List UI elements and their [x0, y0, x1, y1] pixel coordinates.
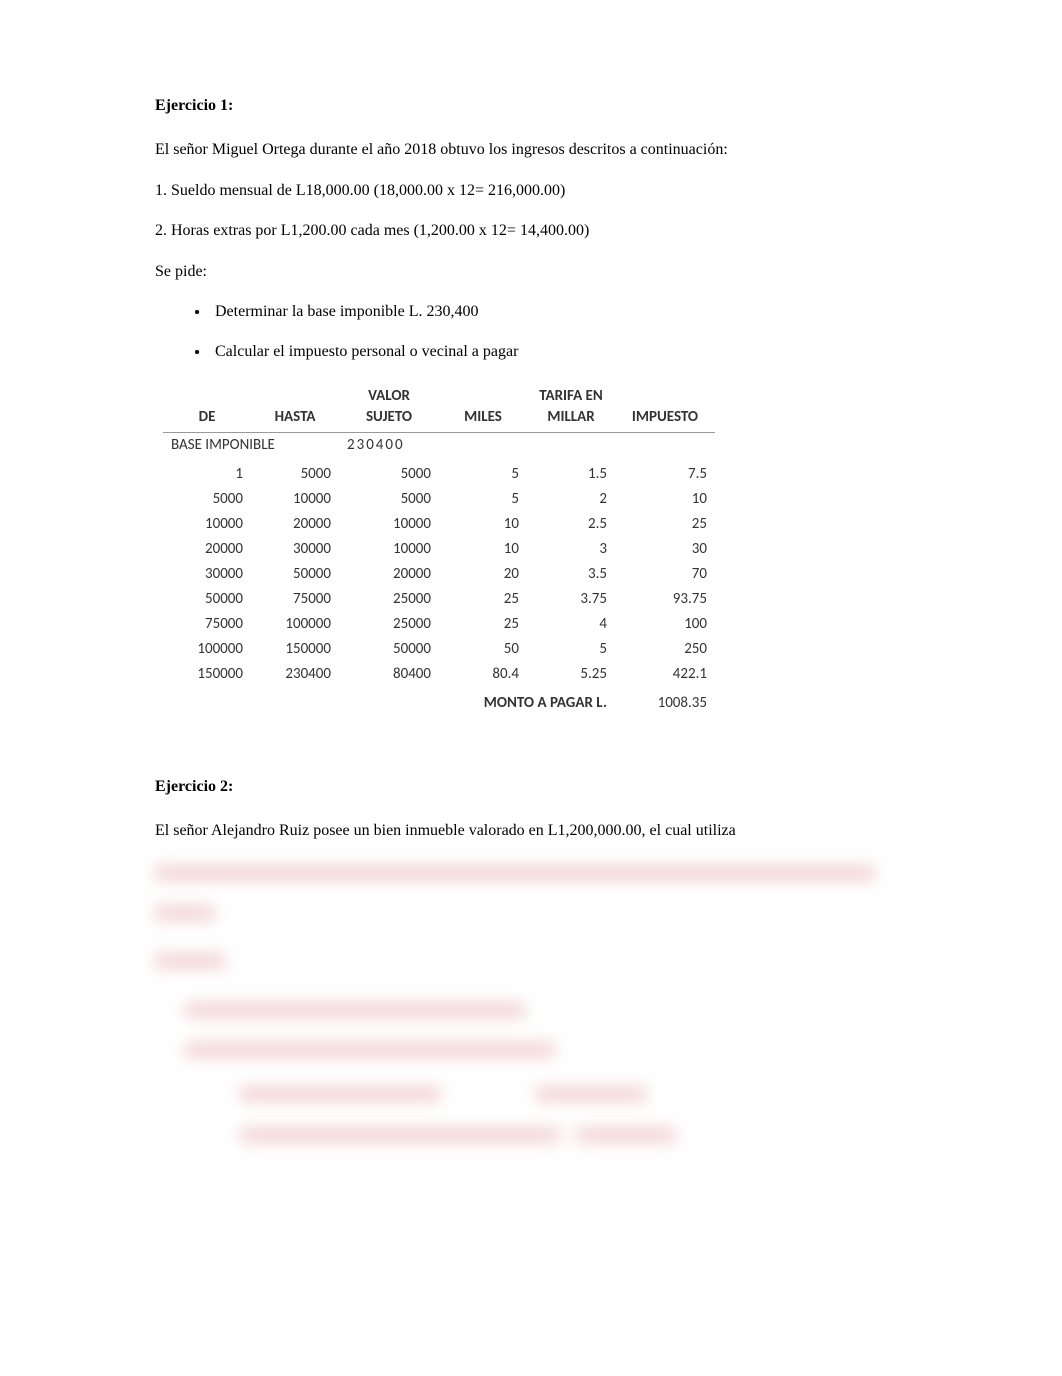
- table-cell: 30: [615, 537, 715, 562]
- table-cell: 25: [439, 587, 527, 612]
- col-de: DE: [163, 382, 251, 433]
- tax-table: BASE IMPONIBLE 230400 DE HASTA VALOR SUJ…: [163, 382, 715, 716]
- table-cell: 7.5: [615, 462, 715, 487]
- base-imponible-label: BASE IMPONIBLE: [163, 432, 339, 462]
- table-cell: 3.75: [527, 587, 615, 612]
- exercise2-intro: El señor Alejandro Ruiz posee un bien in…: [155, 820, 952, 842]
- table-cell: 1.5: [527, 462, 615, 487]
- table-cell: 70: [615, 562, 715, 587]
- table-cell: 10: [439, 537, 527, 562]
- exercise1-title: Ejercicio 1:: [155, 95, 952, 117]
- total-label: MONTO A PAGAR L.: [439, 687, 615, 716]
- exercise1-bullet1: Determinar la base imponible L. 230,400: [210, 301, 952, 323]
- table-cell: 5: [439, 462, 527, 487]
- base-imponible-value: 230400: [339, 432, 439, 462]
- table-cell: 3.5: [527, 562, 615, 587]
- table-cell: 10000: [339, 512, 439, 537]
- table-row: 100002000010000102.525: [163, 512, 715, 537]
- table-cell: 5000: [339, 462, 439, 487]
- table-cell: 230400: [251, 662, 339, 687]
- table-cell: 50000: [163, 587, 251, 612]
- table-cell: 5: [527, 637, 615, 662]
- table-cell: 25000: [339, 587, 439, 612]
- table-cell: 100000: [251, 612, 339, 637]
- table-cell: 80400: [339, 662, 439, 687]
- table-cell: 10: [439, 512, 527, 537]
- table-cell: 5: [439, 487, 527, 512]
- table-cell: 25: [439, 612, 527, 637]
- table-cell: 10000: [339, 537, 439, 562]
- table-cell: 150000: [163, 662, 251, 687]
- col-impuesto: IMPUESTO: [615, 382, 715, 433]
- table-cell: 5000: [163, 487, 251, 512]
- table-cell: 50000: [339, 637, 439, 662]
- table-cell: 5.25: [527, 662, 615, 687]
- exercise1-sepide: Se pide:: [155, 261, 952, 283]
- table-cell: 25000: [339, 612, 439, 637]
- table-cell: 20: [439, 562, 527, 587]
- table-cell: 2.5: [527, 512, 615, 537]
- table-row: 7500010000025000254100: [163, 612, 715, 637]
- table-cell: 100000: [163, 637, 251, 662]
- table-cell: 25: [615, 512, 715, 537]
- table-cell: 10000: [251, 487, 339, 512]
- table-cell: 150000: [251, 637, 339, 662]
- table-cell: 50000: [251, 562, 339, 587]
- table-row: 10000015000050000505250: [163, 637, 715, 662]
- table-cell: 3: [527, 537, 615, 562]
- table-row: 1500002304008040080.45.25422.1: [163, 662, 715, 687]
- col-valor: VALOR SUJETO: [339, 382, 439, 433]
- table-cell: 30000: [163, 562, 251, 587]
- exercise2-title: Ejercicio 2:: [155, 776, 952, 798]
- col-tarifa: TARIFA EN MILLAR: [527, 382, 615, 433]
- table-cell: 4: [527, 612, 615, 637]
- table-cell: 100: [615, 612, 715, 637]
- table-row: 20000300001000010330: [163, 537, 715, 562]
- table-cell: 1: [163, 462, 251, 487]
- table-cell: 422.1: [615, 662, 715, 687]
- table-cell: 20000: [251, 512, 339, 537]
- table-cell: 20000: [163, 537, 251, 562]
- exercise1-item1: 1. Sueldo mensual de L18,000.00 (18,000.…: [155, 180, 952, 202]
- table-cell: 30000: [251, 537, 339, 562]
- col-miles: MILES: [439, 382, 527, 433]
- col-hasta: HASTA: [251, 382, 339, 433]
- exercise1-intro: El señor Miguel Ortega durante el año 20…: [155, 139, 952, 161]
- total-value: 1008.35: [615, 687, 715, 716]
- table-cell: 75000: [251, 587, 339, 612]
- exercise1-item2: 2. Horas extras por L1,200.00 cada mes (…: [155, 220, 952, 242]
- tax-table-container: BASE IMPONIBLE 230400 DE HASTA VALOR SUJ…: [163, 382, 952, 716]
- table-cell: 20000: [339, 562, 439, 587]
- table-cell: 75000: [163, 612, 251, 637]
- table-cell: 50: [439, 637, 527, 662]
- table-row: 50001000050005210: [163, 487, 715, 512]
- table-cell: 80.4: [439, 662, 527, 687]
- blurred-hidden-content: [155, 861, 952, 1154]
- table-cell: 250: [615, 637, 715, 662]
- table-row: 15000500051.57.5: [163, 462, 715, 487]
- table-cell: 10000: [163, 512, 251, 537]
- table-cell: 5000: [339, 487, 439, 512]
- table-row: 500007500025000253.7593.75: [163, 587, 715, 612]
- table-row: 300005000020000203.570: [163, 562, 715, 587]
- table-cell: 93.75: [615, 587, 715, 612]
- exercise1-requirements: Determinar la base imponible L. 230,400 …: [210, 301, 952, 364]
- table-cell: 5000: [251, 462, 339, 487]
- table-cell: 2: [527, 487, 615, 512]
- exercise1-bullet2: Calcular el impuesto personal o vecinal …: [210, 341, 952, 363]
- table-cell: 10: [615, 487, 715, 512]
